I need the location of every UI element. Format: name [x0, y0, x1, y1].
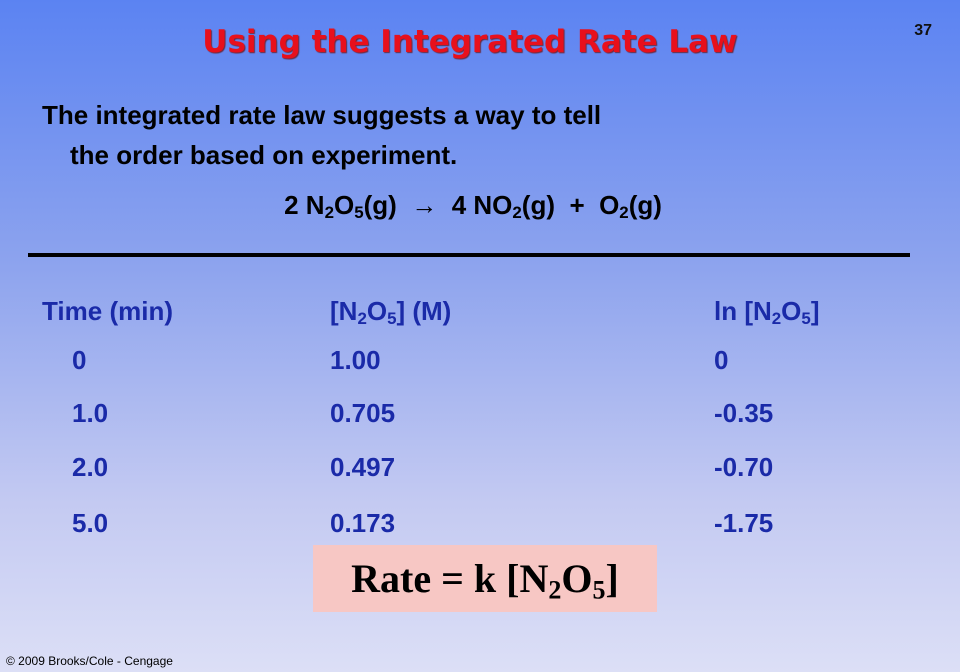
text-run: (g): [628, 190, 662, 220]
subscript: 5: [592, 575, 606, 605]
table-cell: -0.35: [714, 398, 774, 428]
table-cell: 1.00: [330, 345, 381, 375]
text-run: ] (M): [396, 296, 452, 326]
subscript: 2: [512, 203, 522, 223]
slide-title: Using the Integrated Rate Law: [202, 24, 738, 60]
column-header: [N2O5] (M): [330, 296, 451, 327]
body-text: the order based on experiment.: [70, 140, 458, 170]
column-header: Time (min): [42, 296, 173, 327]
text-run: O: [333, 190, 355, 220]
subscript: 5: [354, 203, 364, 223]
rate-law: Rate = k [N2O5]: [313, 555, 657, 605]
body-text: The integrated rate law suggests a way t…: [42, 100, 602, 130]
text-run: ln [N: [714, 296, 772, 326]
text-run: (g) + O: [521, 190, 620, 220]
equation: 2 N2O5(g) → 4 NO2(g) + O2(g): [0, 190, 946, 221]
subscript: 2: [357, 309, 367, 329]
subscript: 2: [619, 203, 629, 223]
subscript: 2: [324, 203, 334, 223]
table-cell: 0: [72, 345, 87, 375]
text-run: O: [781, 296, 802, 326]
subscript: 2: [548, 575, 562, 605]
text-run: 2 N: [284, 190, 325, 220]
table-cell: 0.497: [330, 452, 396, 482]
text-run: (g) → 4 NO: [363, 190, 513, 220]
subscript: 5: [801, 309, 811, 329]
table-cell: -1.75: [714, 508, 774, 538]
table-cell: 0: [714, 345, 729, 375]
rate-law-box: Rate = k [N2O5]: [313, 545, 657, 612]
divider: [28, 253, 910, 257]
table-cell: 5.0: [72, 508, 109, 538]
text-run: O: [366, 296, 388, 326]
text-run: ]: [605, 556, 619, 601]
text-run: Rate = k [N: [351, 556, 549, 601]
text-run: ]: [810, 296, 820, 326]
table-cell: 1.0: [72, 398, 109, 428]
table-cell: 2.0: [72, 452, 109, 482]
page-number: 37: [914, 22, 932, 39]
subscript: 5: [387, 309, 397, 329]
text-run: [N: [330, 296, 358, 326]
table-cell: 0.173: [330, 508, 396, 538]
text-run: O: [561, 556, 593, 601]
footer: © 2009 Brooks/Cole - Cengage: [6, 654, 173, 668]
subscript: 2: [771, 309, 782, 329]
table-cell: -0.70: [714, 452, 774, 482]
table-cell: 0.705: [330, 398, 396, 428]
text-run: Time (min): [42, 296, 173, 326]
column-header: ln [N2O5]: [714, 296, 819, 327]
